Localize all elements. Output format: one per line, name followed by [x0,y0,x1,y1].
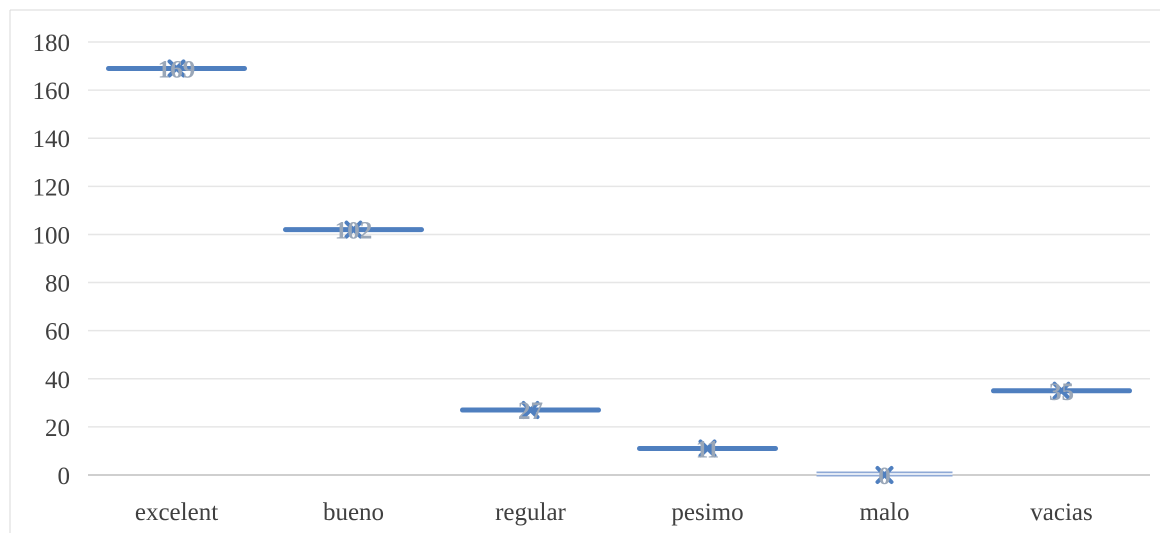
y-tick-label: 0 [58,463,71,490]
y-tick-label: 160 [33,78,71,105]
data-label: 102 [335,218,373,245]
y-tick-label: 20 [45,415,70,442]
y-tick-label: 40 [45,367,70,394]
data-label: 27 [518,398,543,425]
data-labels: 169 102 27 11 0 35 [158,56,1074,490]
x-category-label: vacias [1030,499,1092,526]
gridlines [88,41,1150,428]
y-tick-label: 120 [33,174,71,201]
x-marker [344,220,363,239]
y-tick-label: 140 [33,126,71,153]
x-category-label: pesimo [671,499,743,526]
y-tick-label: 60 [45,319,70,346]
x-category-label: bueno [323,499,384,526]
x-marker [521,401,540,420]
data-marks [106,59,1132,484]
data-point [991,381,1132,400]
x-category-label: excelent [135,499,218,526]
x-marker [875,466,894,484]
data-point [283,220,424,239]
x-category-label: malo [860,499,910,526]
data-label: 35 [1049,379,1074,406]
x-marker [698,439,717,458]
data-point [816,466,953,484]
y-tick-label: 80 [45,271,70,298]
y-tick-label: 180 [33,30,71,57]
x-marker [1052,381,1071,400]
x-marker [167,59,186,78]
y-tick-labels: 0 20 40 60 80 100 120 140 160 180 [33,30,71,490]
data-label: 169 [158,56,196,83]
data-label: 11 [696,437,720,464]
data-point [460,401,601,420]
data-point [106,59,247,78]
data-point [637,439,778,458]
x-category-label: regular [495,499,566,526]
y-tick-label: 100 [33,222,71,249]
x-category-labels: excelent bueno regular pesimo malo vacias [135,499,1093,526]
data-label: 0 [878,463,891,490]
